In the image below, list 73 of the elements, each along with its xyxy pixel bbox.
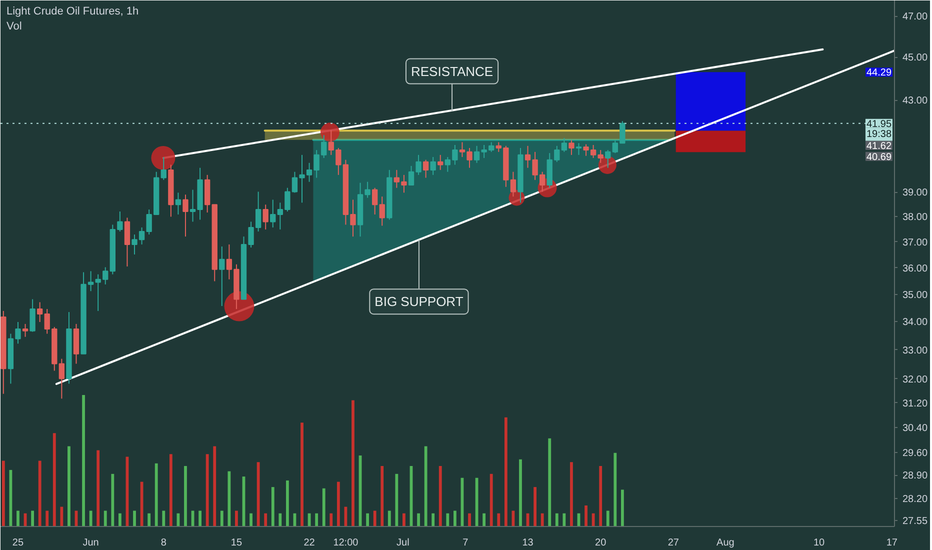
x-tick-label: 22 — [304, 538, 316, 548]
annotation: 40.69 — [866, 152, 892, 163]
x-tick-label: 17 — [886, 538, 898, 548]
candlestick — [524, 145, 531, 168]
candlestick — [422, 159, 429, 178]
y-tick-label: 30.40 — [902, 422, 928, 434]
x-tick-label: 25 — [12, 538, 24, 548]
candlestick — [36, 302, 43, 322]
candlestick — [182, 194, 188, 238]
y-tick-label: 27.55 — [902, 516, 928, 527]
candlestick — [568, 140, 574, 156]
y-tick-label: 28.90 — [902, 470, 928, 482]
x-tick-label: 27 — [668, 538, 680, 548]
y-tick-label: 32.00 — [902, 374, 928, 386]
y-tick-label: 37.00 — [902, 237, 928, 248]
x-tick-label: 20 — [595, 538, 607, 548]
y-tick-label: 39.00 — [902, 188, 928, 199]
annotation: BIG SUPPORT — [374, 294, 464, 310]
candlestick — [598, 150, 604, 164]
ref-line-label: 41.95 — [866, 118, 892, 130]
candlestick — [372, 187, 378, 215]
x-tick-label: 12:00 — [333, 538, 359, 548]
candlestick — [160, 156, 166, 180]
x-tick-label: 8 — [160, 538, 167, 548]
y-tick-label: 31.20 — [902, 398, 928, 410]
x-tick-label: Aug — [716, 538, 734, 548]
y-tick-label: 33.00 — [902, 345, 928, 356]
candlestick — [255, 191, 262, 232]
x-tick-label: 7 — [462, 538, 469, 548]
candlestick — [88, 270, 94, 292]
candlestick — [175, 192, 182, 215]
y-tick-label: 35.00 — [902, 290, 928, 301]
candlestick — [321, 134, 327, 158]
candlestick — [22, 323, 28, 338]
chart-title: Light Crude Oil Futures, 1h — [6, 6, 139, 18]
y-tick-label: 45.00 — [902, 52, 928, 64]
annotation: 44.29 — [866, 68, 892, 79]
candlestick — [30, 298, 36, 332]
candlestick — [364, 181, 370, 198]
candlestick — [459, 142, 466, 158]
candlestick — [58, 358, 65, 400]
candlestick — [438, 154, 444, 170]
y-tick-label: 36.00 — [902, 263, 928, 274]
candlestick — [496, 142, 502, 152]
candlestick — [576, 142, 582, 156]
candlestick — [561, 138, 568, 152]
y-tick-label: 28.20 — [902, 494, 928, 505]
candlestick — [430, 156, 436, 176]
candlestick — [379, 196, 385, 226]
y-tick-label: 38.00 — [902, 212, 928, 224]
candlestick — [262, 204, 268, 230]
candlestick — [219, 246, 225, 307]
y-tick-label: 43.00 — [902, 96, 928, 107]
y-tick-label: 47.00 — [902, 12, 928, 23]
annotation: RESISTANCE — [410, 64, 494, 79]
annotation: 41.62 — [866, 140, 892, 152]
candlestick — [124, 217, 130, 267]
chart-title: Vol — [6, 20, 22, 32]
x-tick-label: 15 — [230, 538, 242, 548]
x-tick-label: 10 — [814, 538, 826, 548]
y-tick-label: 29.60 — [902, 448, 928, 460]
candlestick — [466, 147, 472, 168]
annotation: 19:38 — [866, 128, 892, 140]
x-tick-label: Jul — [396, 538, 410, 548]
x-tick-label: Jun — [82, 538, 99, 548]
candlestick — [605, 150, 611, 168]
candlestick — [590, 144, 596, 158]
candlestick — [277, 202, 283, 230]
y-tick-label: 34.00 — [902, 317, 928, 328]
candlestick — [44, 308, 50, 334]
x-tick-label: 13 — [522, 538, 534, 548]
candlestick — [270, 199, 276, 228]
candlestick — [583, 144, 589, 156]
